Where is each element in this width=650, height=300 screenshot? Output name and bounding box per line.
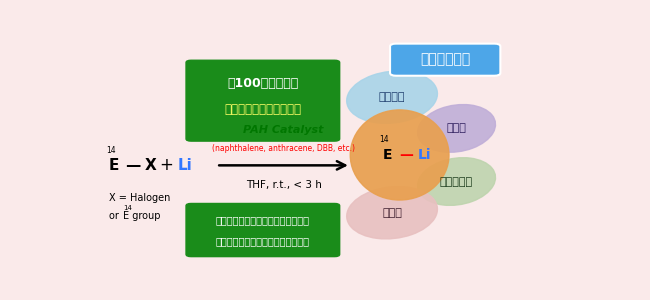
- Text: ＊広範囲応用: ＊広範囲応用: [420, 53, 471, 67]
- Text: 機能性分子: 機能性分子: [440, 176, 473, 187]
- Text: E: E: [382, 148, 392, 162]
- Text: X = Halogen: X = Halogen: [109, 193, 170, 203]
- Text: 医薇品: 医薇品: [382, 208, 402, 218]
- Ellipse shape: [346, 71, 437, 123]
- Text: 有機合成: 有機合成: [379, 92, 406, 102]
- Text: —: —: [125, 158, 141, 173]
- Text: PAH Catalyst: PAH Catalyst: [243, 124, 324, 135]
- Text: E: E: [109, 158, 119, 173]
- Text: 有毒有害副生成物ゼロ！: 有毒有害副生成物ゼロ！: [224, 103, 302, 116]
- Text: 高分子: 高分子: [447, 123, 467, 134]
- Text: Li: Li: [418, 148, 432, 162]
- FancyBboxPatch shape: [186, 60, 340, 141]
- Ellipse shape: [350, 110, 449, 200]
- Text: E group: E group: [123, 211, 161, 221]
- FancyBboxPatch shape: [186, 203, 340, 256]
- Text: ＊温和反応条件　　＊安価少量触媒: ＊温和反応条件 ＊安価少量触媒: [216, 215, 310, 225]
- Text: ＊定量迅速変換　　＊室温長期保存: ＊定量迅速変換 ＊室温長期保存: [216, 236, 310, 246]
- Text: 14: 14: [107, 146, 116, 155]
- Ellipse shape: [417, 104, 495, 152]
- Text: or: or: [109, 211, 122, 221]
- Text: (naphthalene, anthracene, DBB, etc.): (naphthalene, anthracene, DBB, etc.): [212, 143, 355, 152]
- Ellipse shape: [346, 187, 437, 239]
- Text: 14: 14: [380, 135, 389, 144]
- Text: 14: 14: [123, 206, 132, 212]
- FancyBboxPatch shape: [390, 44, 500, 76]
- Text: +: +: [159, 156, 173, 174]
- Text: ＊100％原子効率: ＊100％原子効率: [227, 77, 298, 90]
- Text: Li: Li: [177, 158, 192, 173]
- Ellipse shape: [417, 158, 495, 206]
- Text: X: X: [144, 158, 156, 173]
- Text: —: —: [399, 148, 413, 162]
- Text: THF, r.t., < 3 h: THF, r.t., < 3 h: [246, 180, 322, 190]
